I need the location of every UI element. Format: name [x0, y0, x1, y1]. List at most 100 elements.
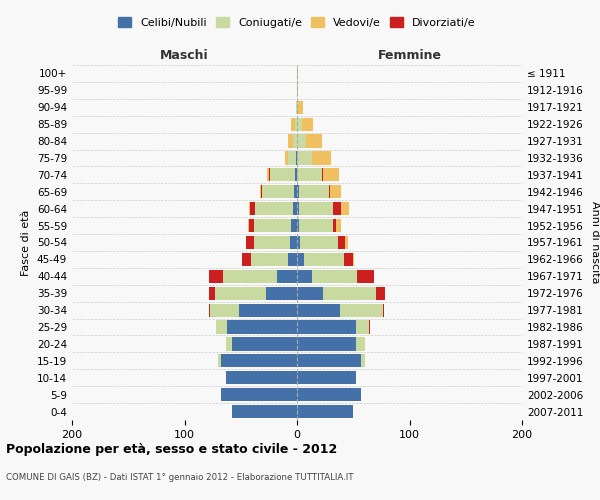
Bar: [251, 253, 288, 266]
Text: Popolazione per età, sesso e stato civile - 2012: Popolazione per età, sesso e stato civil…: [6, 442, 337, 456]
Bar: [248, 202, 250, 215]
Y-axis label: Anni di nascita: Anni di nascita: [590, 201, 600, 284]
Bar: [297, 67, 298, 80]
Text: Femmine: Femmine: [377, 50, 442, 62]
Bar: [297, 286, 323, 300]
Bar: [297, 405, 353, 418]
Bar: [311, 270, 356, 283]
Bar: [297, 253, 304, 266]
Bar: [293, 134, 297, 147]
Bar: [333, 219, 337, 232]
Bar: [242, 253, 251, 266]
Bar: [322, 168, 323, 181]
Bar: [295, 168, 297, 181]
Bar: [260, 185, 261, 198]
Bar: [333, 202, 341, 215]
Text: Maschi: Maschi: [160, 50, 209, 62]
Bar: [323, 168, 338, 181]
Bar: [292, 118, 295, 131]
Bar: [266, 168, 269, 181]
Bar: [346, 236, 347, 249]
Bar: [306, 134, 322, 147]
Bar: [297, 388, 361, 401]
Bar: [221, 388, 297, 401]
Bar: [227, 320, 297, 334]
Bar: [269, 168, 270, 181]
Bar: [297, 185, 299, 198]
Bar: [262, 185, 293, 198]
Bar: [323, 286, 376, 300]
Bar: [288, 152, 296, 164]
Bar: [232, 405, 297, 418]
Bar: [341, 202, 349, 215]
Bar: [221, 354, 297, 368]
Bar: [265, 286, 297, 300]
Bar: [297, 84, 298, 97]
Bar: [302, 118, 313, 131]
Bar: [344, 253, 353, 266]
Bar: [304, 253, 344, 266]
Bar: [223, 270, 277, 283]
Bar: [297, 100, 298, 114]
Bar: [293, 202, 297, 215]
Bar: [340, 304, 383, 316]
Bar: [239, 304, 297, 316]
Bar: [211, 304, 239, 316]
Bar: [247, 236, 254, 249]
Bar: [356, 270, 373, 283]
Bar: [369, 320, 370, 334]
Bar: [209, 304, 211, 316]
Bar: [376, 286, 385, 300]
Bar: [299, 185, 329, 198]
Bar: [297, 202, 299, 215]
Bar: [297, 219, 299, 232]
Bar: [297, 270, 311, 283]
Bar: [297, 152, 311, 164]
Bar: [293, 185, 297, 198]
Bar: [216, 320, 227, 334]
Bar: [209, 270, 223, 283]
Bar: [256, 202, 293, 215]
Bar: [250, 202, 256, 215]
Bar: [297, 371, 355, 384]
Bar: [337, 219, 341, 232]
Bar: [254, 236, 290, 249]
Bar: [301, 236, 337, 249]
Bar: [288, 134, 293, 147]
Bar: [297, 320, 355, 334]
Bar: [337, 236, 346, 249]
Bar: [297, 168, 322, 181]
Bar: [297, 134, 306, 147]
Bar: [329, 185, 341, 198]
Bar: [298, 100, 302, 114]
Bar: [254, 219, 292, 232]
Bar: [290, 236, 297, 249]
Bar: [297, 354, 361, 368]
Bar: [261, 185, 262, 198]
Bar: [297, 304, 340, 316]
Bar: [209, 286, 215, 300]
Bar: [232, 338, 297, 350]
Bar: [361, 354, 365, 368]
Bar: [299, 202, 333, 215]
Bar: [248, 219, 254, 232]
Bar: [297, 118, 302, 131]
Bar: [277, 270, 297, 283]
Bar: [270, 168, 295, 181]
Bar: [353, 253, 355, 266]
Bar: [355, 338, 365, 350]
Legend: Celibi/Nubili, Coniugati/e, Vedovi/e, Divorziati/e: Celibi/Nubili, Coniugati/e, Vedovi/e, Di…: [118, 18, 476, 28]
Bar: [296, 152, 297, 164]
Bar: [288, 253, 297, 266]
Bar: [226, 371, 297, 384]
Y-axis label: Fasce di età: Fasce di età: [22, 210, 31, 276]
Bar: [295, 118, 297, 131]
Bar: [292, 219, 297, 232]
Bar: [284, 152, 288, 164]
Text: COMUNE DI GAIS (BZ) - Dati ISTAT 1° gennaio 2012 - Elaborazione TUTTITALIA.IT: COMUNE DI GAIS (BZ) - Dati ISTAT 1° genn…: [6, 472, 353, 482]
Bar: [218, 354, 221, 368]
Bar: [296, 100, 297, 114]
Bar: [311, 152, 331, 164]
Bar: [355, 320, 369, 334]
Bar: [297, 338, 355, 350]
